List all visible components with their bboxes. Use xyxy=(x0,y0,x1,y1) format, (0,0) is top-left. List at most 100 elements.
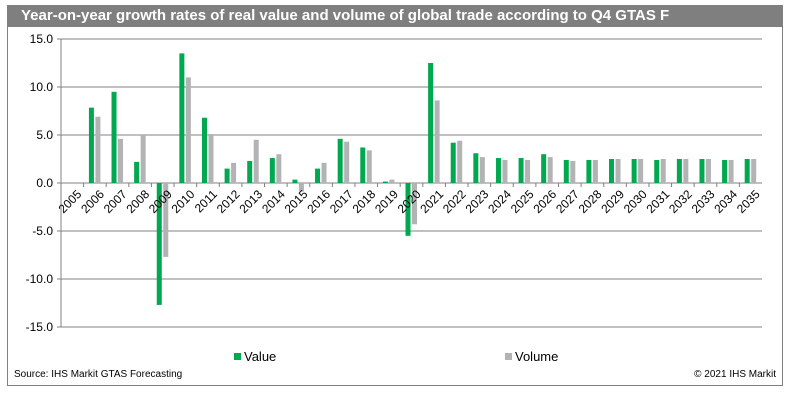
x-tick-label: 2030 xyxy=(621,187,650,216)
source-note: Source: IHS Markit GTAS Forecasting xyxy=(14,369,183,380)
x-tick-label: 2005 xyxy=(56,187,85,216)
legend-swatch-volume xyxy=(505,353,512,360)
bar-value-2010 xyxy=(179,53,185,184)
bar-volume-2032 xyxy=(683,159,689,183)
bar-value-2009 xyxy=(156,183,162,305)
bar-value-2031 xyxy=(654,159,660,183)
bar-volume-2019 xyxy=(389,179,395,183)
bar-volume-2008 xyxy=(140,135,146,183)
x-tick-label: 2012 xyxy=(214,187,243,216)
legend-item-volume: Volume xyxy=(505,349,558,364)
bar-volume-2017 xyxy=(344,141,350,183)
bar-value-2024 xyxy=(495,158,501,183)
bar-volume-2021 xyxy=(434,100,440,183)
bar-value-2015 xyxy=(292,179,298,183)
bar-volume-2025 xyxy=(525,159,531,183)
x-tick-label: 2021 xyxy=(417,187,446,216)
bar-value-2012 xyxy=(224,168,230,183)
x-tick-label: 2006 xyxy=(78,187,107,216)
bar-value-2008 xyxy=(134,161,140,183)
bar-value-2030 xyxy=(631,159,637,183)
bar-value-2017 xyxy=(337,138,343,183)
bar-value-2028 xyxy=(586,159,592,183)
bar-value-2006 xyxy=(88,107,94,183)
bar-value-2013 xyxy=(247,160,253,183)
y-tick-label: 15.0 xyxy=(30,32,54,46)
chart-title: Year-on-year growth rates of real value … xyxy=(7,5,783,27)
bar-value-2019 xyxy=(382,181,388,183)
bar-volume-2012 xyxy=(231,162,237,183)
bar-volume-2035 xyxy=(751,159,757,183)
x-tick-label: 2016 xyxy=(304,187,333,216)
bar-volume-2009 xyxy=(163,183,169,257)
bar-value-2033 xyxy=(699,159,705,183)
bar-value-2007 xyxy=(111,91,117,183)
bar-value-2027 xyxy=(563,159,569,183)
legend-item-value: Value xyxy=(234,349,276,364)
x-tick-label: 2018 xyxy=(350,187,379,216)
x-tick-label: 2032 xyxy=(666,187,695,216)
bar-volume-2018 xyxy=(366,150,372,183)
x-tick-label: 2011 xyxy=(192,187,220,215)
bar-volume-2031 xyxy=(660,159,666,183)
y-tick-label: -10.0 xyxy=(26,272,54,286)
bar-volume-2014 xyxy=(276,154,282,183)
x-tick-label: 2029 xyxy=(598,187,627,216)
x-tick-label: 2025 xyxy=(508,187,537,216)
x-tick-label: 2017 xyxy=(327,187,356,216)
bar-volume-2033 xyxy=(705,159,711,183)
bar-volume-2006 xyxy=(95,116,101,183)
x-tick-label: 2022 xyxy=(440,187,469,216)
y-tick-label: 5.0 xyxy=(36,128,53,142)
bar-value-2032 xyxy=(676,159,682,183)
x-tick-label: 2007 xyxy=(101,187,130,216)
bar-volume-2023 xyxy=(479,157,485,183)
x-tick-label: 2010 xyxy=(169,187,198,216)
x-tick-label: 2033 xyxy=(689,187,718,216)
bar-volume-2011 xyxy=(208,134,214,183)
bar-volume-2013 xyxy=(253,139,259,183)
bar-value-2014 xyxy=(269,158,275,183)
bar-volume-2016 xyxy=(321,162,327,183)
y-tick-label: 0.0 xyxy=(36,176,53,190)
bar-value-2034 xyxy=(722,159,728,183)
bar-volume-2015 xyxy=(298,183,304,192)
copyright-note: © 2021 IHS Markit xyxy=(694,369,776,380)
bar-value-2023 xyxy=(473,153,479,183)
bar-volume-2024 xyxy=(502,159,508,183)
x-tick-label: 2027 xyxy=(553,187,582,216)
x-tick-label: 2014 xyxy=(259,187,288,216)
bar-volume-2010 xyxy=(185,77,191,183)
x-tick-label: 2023 xyxy=(463,187,492,216)
bar-value-2021 xyxy=(428,63,434,183)
bar-value-2029 xyxy=(609,159,615,183)
x-tick-label: 2015 xyxy=(282,187,311,216)
bar-value-2011 xyxy=(201,117,207,183)
bar-value-2025 xyxy=(518,158,524,183)
x-tick-label: 2008 xyxy=(123,187,152,216)
y-tick-label: 10.0 xyxy=(30,80,54,94)
x-tick-label: 2028 xyxy=(576,187,605,216)
legend-swatch-value xyxy=(234,353,241,360)
bar-value-2035 xyxy=(744,159,750,183)
x-tick-label: 2013 xyxy=(236,187,265,216)
bar-value-2018 xyxy=(360,147,366,183)
x-tick-label: 2019 xyxy=(372,187,401,216)
x-tick-label: 2031 xyxy=(644,187,673,216)
y-tick-label: -5.0 xyxy=(32,224,53,238)
x-tick-label: 2026 xyxy=(530,187,559,216)
bar-volume-2027 xyxy=(570,160,576,183)
bar-value-2026 xyxy=(541,154,547,183)
bar-volume-2034 xyxy=(728,159,734,183)
legend-label-volume: Volume xyxy=(515,349,559,364)
bar-volume-2020 xyxy=(412,183,417,225)
x-tick-label: 2024 xyxy=(485,187,514,216)
bar-value-2022 xyxy=(450,142,456,183)
bar-value-2016 xyxy=(315,168,321,183)
bar-value-2020 xyxy=(405,183,411,236)
legend-label-value: Value xyxy=(244,349,277,364)
bar-volume-2028 xyxy=(592,159,598,183)
bar-volume-2030 xyxy=(638,159,644,183)
